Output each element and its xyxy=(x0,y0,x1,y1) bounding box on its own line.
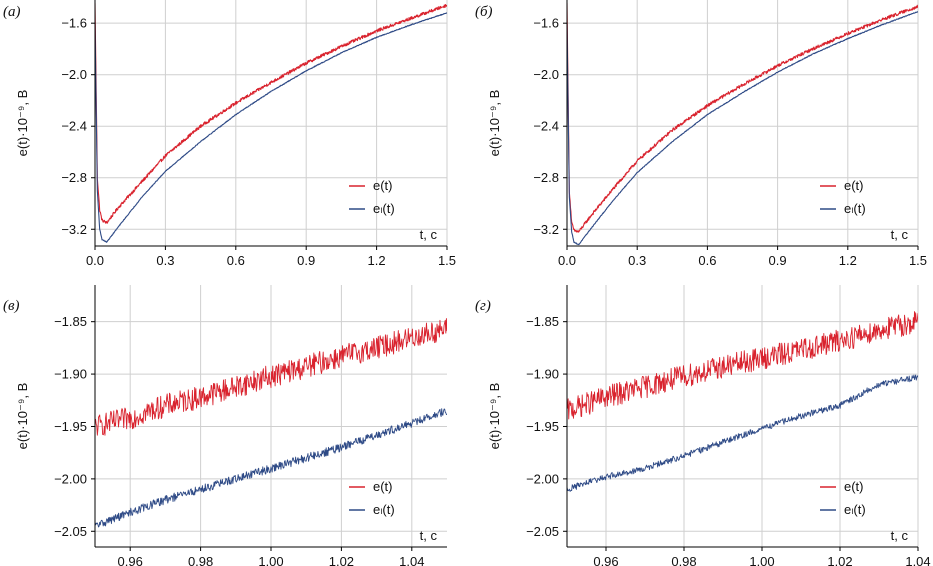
panel-label: (б) xyxy=(475,4,493,20)
y-tick-label: −3.2 xyxy=(533,222,559,237)
panel-b: 0.0 0.3 0.6 0.9 1.2 1.5 −3.2 −2.8 −2.4 −2.0 −1.6 e(… xyxy=(475,0,927,268)
y-tick-label: −2.8 xyxy=(61,170,87,185)
y-tick-label: −1.90 xyxy=(54,367,87,382)
y-tick-label: −1.6 xyxy=(61,16,87,31)
x-tick-label: 0.6 xyxy=(698,253,716,268)
x-tick-label: 0.9 xyxy=(297,253,315,268)
y-tick-label: −2.0 xyxy=(61,67,87,82)
series-line-e xyxy=(95,3,447,224)
x-tick-label: 1.00 xyxy=(258,554,283,566)
series-line-e xyxy=(567,3,918,233)
y-axis-label: e(t)·10⁻⁹, В xyxy=(15,90,30,157)
x-tick-label: 1.2 xyxy=(368,253,386,268)
panel-d: 0.96 0.98 1.00 1.02 1.04 −2.05 −2.00 −1.95 −1.90… xyxy=(475,285,931,566)
legend-label: e(t) xyxy=(844,479,864,494)
series-line-e xyxy=(95,318,447,436)
x-axis-label: t, с xyxy=(420,227,438,242)
legend-label: eₗ(t) xyxy=(844,502,866,517)
y-axis-label: e(t)·10⁻⁹, В xyxy=(487,383,502,450)
series-line-e xyxy=(567,311,918,420)
panel-c: 0.96 0.98 1.00 1.02 1.04 −2.05 −2.00 −1.95 −1.90… xyxy=(3,285,447,566)
legend-label: e(t) xyxy=(373,178,393,193)
series-line-el xyxy=(567,374,918,492)
x-tick-label: 0.9 xyxy=(769,253,787,268)
panel-label: (г) xyxy=(475,298,491,314)
x-tick-label: 1.2 xyxy=(839,253,857,268)
x-tick-label: 0.98 xyxy=(188,554,213,566)
y-axis-label: e(t)·10⁻⁹, В xyxy=(487,90,502,157)
y-tick-label: −1.85 xyxy=(54,314,87,329)
legend-label: eₗ(t) xyxy=(373,201,395,216)
x-tick-label: 0.0 xyxy=(86,253,104,268)
x-tick-label: 0.6 xyxy=(227,253,245,268)
x-axis-label: t, с xyxy=(420,528,438,543)
x-tick-label: 1.04 xyxy=(399,554,424,566)
legend-label: eₗ(t) xyxy=(844,201,866,216)
legend-label: e(t) xyxy=(844,178,864,193)
series-line-el xyxy=(95,12,447,243)
legend-label: eₗ(t) xyxy=(373,502,395,517)
series-line-el xyxy=(95,408,447,528)
y-tick-label: −1.90 xyxy=(526,367,559,382)
y-tick-label: −1.85 xyxy=(526,314,559,329)
x-tick-label: 1.02 xyxy=(329,554,354,566)
y-tick-label: −2.05 xyxy=(54,524,87,539)
x-tick-label: 0.96 xyxy=(593,554,618,566)
y-tick-label: −2.00 xyxy=(526,471,559,486)
y-tick-label: −2.05 xyxy=(526,524,559,539)
y-tick-label: −2.00 xyxy=(54,471,87,486)
x-tick-label: 1.5 xyxy=(438,253,456,268)
y-tick-label: −1.95 xyxy=(54,419,87,434)
x-tick-label: 0.96 xyxy=(118,554,143,566)
x-tick-label: 0.3 xyxy=(156,253,174,268)
y-tick-label: −1.6 xyxy=(533,16,559,31)
panel-label: (а) xyxy=(3,4,21,20)
series-line-el xyxy=(567,11,918,246)
y-tick-label: −2.0 xyxy=(533,67,559,82)
panel-a: 0.0 0.3 0.6 0.9 1.2 1.5 −3.2 −2.8 −2.4 −2.0 −1.6 e(… xyxy=(3,0,456,268)
y-tick-label: −2.4 xyxy=(61,119,87,134)
x-tick-label: 0.0 xyxy=(558,253,576,268)
x-axis-label: t, с xyxy=(891,227,909,242)
y-tick-label: −3.2 xyxy=(61,222,87,237)
y-tick-label: −1.95 xyxy=(526,419,559,434)
y-axis-label: e(t)·10⁻⁹, В xyxy=(15,383,30,450)
x-tick-label: 1.5 xyxy=(909,253,927,268)
x-tick-label: 1.02 xyxy=(827,554,852,566)
y-tick-label: −2.4 xyxy=(533,119,559,134)
x-tick-label: 1.00 xyxy=(749,554,774,566)
y-tick-label: −2.8 xyxy=(533,170,559,185)
panel-label: (в) xyxy=(3,298,20,314)
x-tick-label: 0.3 xyxy=(628,253,646,268)
x-axis-label: t, с xyxy=(891,528,909,543)
x-tick-label: 1.04 xyxy=(905,554,930,566)
x-tick-label: 0.98 xyxy=(671,554,696,566)
legend-label: e(t) xyxy=(373,479,393,494)
